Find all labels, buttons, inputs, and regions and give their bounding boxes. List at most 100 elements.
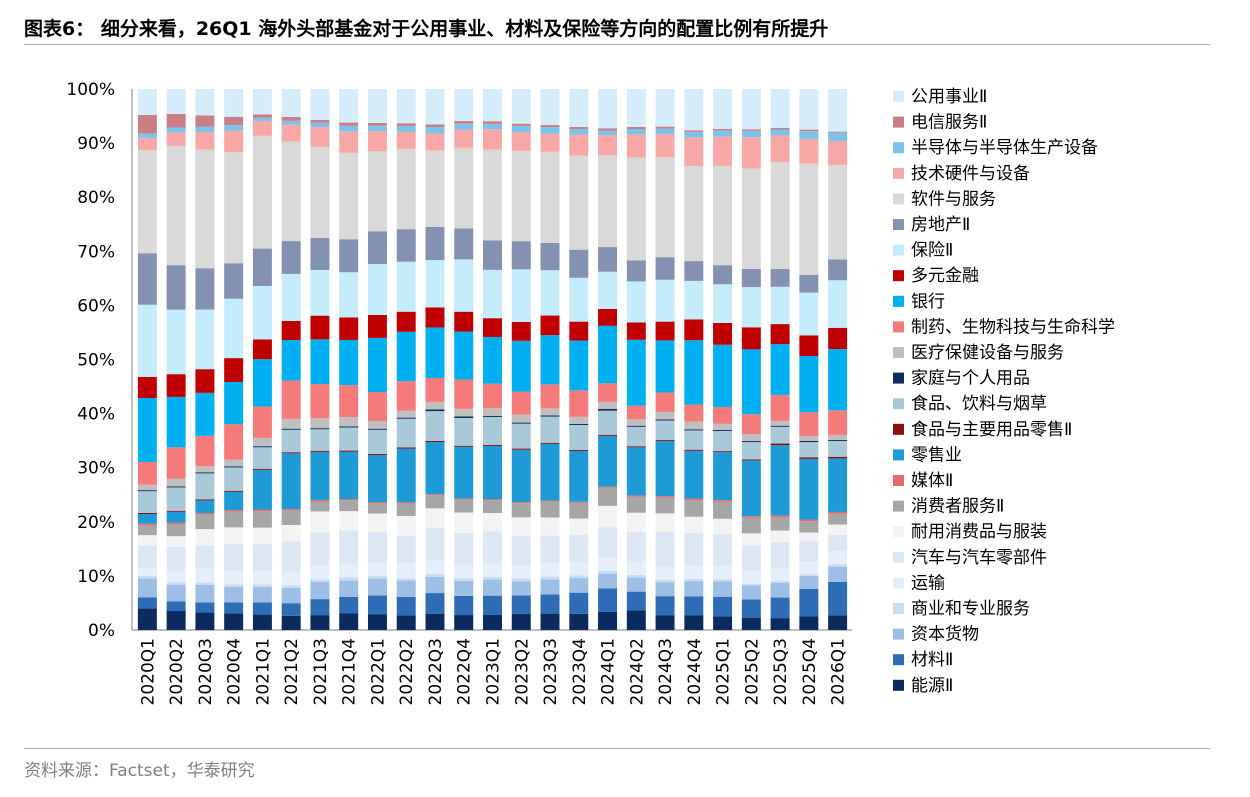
- bar-segment: [713, 451, 733, 453]
- bar-segment: [396, 448, 416, 503]
- bar-segment: [713, 429, 733, 431]
- bar-segment: [511, 422, 531, 424]
- legend-swatch: [893, 219, 904, 230]
- bar-segment: [281, 120, 301, 125]
- bar-segment: [540, 500, 560, 502]
- bar-segment: [483, 415, 502, 417]
- bar-segment: [367, 578, 387, 596]
- bar-segment: [425, 508, 445, 528]
- bar-segment: [655, 321, 675, 341]
- bar-segment: [425, 127, 445, 134]
- bar-segment: [799, 575, 819, 589]
- x-tick-label: 2021Q2: [282, 638, 302, 705]
- bar-segment: [137, 545, 157, 568]
- bar-segment: [799, 521, 819, 533]
- bar-segment: [166, 309, 186, 375]
- legend-label: 保险Ⅱ: [911, 241, 953, 261]
- legend-swatch: [893, 449, 904, 461]
- bar-segment: [166, 547, 186, 572]
- bar-segment: [799, 616, 819, 630]
- bar-segment: [569, 534, 589, 562]
- legend-swatch: [893, 347, 904, 358]
- bar-segment: [770, 582, 790, 598]
- bar-segment: [454, 123, 474, 130]
- bar-segment: [828, 511, 848, 514]
- bar-segment: [569, 592, 589, 614]
- bar-segment: [511, 423, 531, 449]
- bar-segment: [799, 89, 819, 130]
- source-divider: [24, 748, 1210, 749]
- stacked-bar-chart: 0% 10% 20% 30% 40% 50% 60% 70% 80% 90% 100% 2020Q1…: [66, 80, 1115, 705]
- bar-segment: [741, 570, 761, 584]
- bar-segment: [281, 89, 301, 117]
- bar-segment: [483, 416, 502, 445]
- bar-segment: [741, 434, 761, 442]
- bar-segment: [166, 113, 186, 128]
- bar-segment: [569, 390, 589, 417]
- bar-segment: [483, 383, 502, 409]
- bar-segment: [799, 335, 819, 356]
- bar-segment: [367, 314, 387, 338]
- bar-segment: [281, 571, 301, 586]
- bar-segment: [828, 132, 848, 141]
- bar-segment: [799, 131, 819, 139]
- bar-segment: [166, 486, 186, 488]
- bar-segment: [655, 257, 675, 280]
- bar-segment: [799, 574, 819, 576]
- bar-segment: [454, 532, 474, 565]
- x-tick-label: 2025Q4: [800, 638, 820, 705]
- bar-segment: [511, 502, 531, 504]
- bar-segment: [367, 151, 387, 232]
- bar-segment: [511, 535, 531, 566]
- bar-segment: [396, 503, 416, 516]
- bar-segment: [483, 576, 502, 580]
- legend-label: 半导体与半导体生产设备: [911, 138, 1098, 158]
- bar-segment: [252, 339, 272, 360]
- x-tick-label: 2025Q2: [742, 638, 762, 705]
- bar-segment: [511, 391, 531, 415]
- bar-segment: [396, 123, 416, 126]
- bar-segment: [281, 509, 301, 511]
- legend-swatch: [893, 551, 904, 563]
- x-tick-label: 2025Q3: [771, 638, 791, 705]
- bar-segment: [799, 519, 819, 522]
- bar-segment: [137, 608, 157, 630]
- bar-segment: [367, 429, 387, 454]
- bar-segment: [252, 135, 272, 249]
- bar-segment: [540, 315, 560, 336]
- bar-segment: [454, 129, 474, 148]
- bar-segment: [569, 340, 589, 391]
- bar-segment: [367, 264, 387, 315]
- bar-segment: [540, 415, 560, 417]
- bar-segment: [655, 439, 675, 441]
- bar-segment: [828, 434, 848, 440]
- bar-segment: [569, 450, 589, 502]
- bar-segment: [655, 496, 675, 498]
- bar-segment: [713, 284, 733, 323]
- bar-segment: [195, 612, 215, 630]
- y-tick-label: 70%: [77, 242, 115, 262]
- bar-segment: [195, 500, 215, 514]
- bar-segment: [195, 472, 215, 474]
- bar-segment: [166, 611, 186, 630]
- x-tick-label: 2022Q1: [368, 638, 388, 705]
- bar-segment: [166, 582, 186, 586]
- bar-segment: [281, 380, 301, 419]
- x-tick-label: 2020Q2: [167, 638, 187, 705]
- legend-label: 软件与服务: [911, 189, 996, 209]
- bar-segment: [367, 532, 387, 563]
- bar-segment: [195, 499, 215, 501]
- bar-segment: [224, 125, 244, 131]
- title-divider: [24, 44, 1210, 45]
- bar-segment: [540, 535, 560, 563]
- bar-segment: [224, 381, 244, 425]
- bar-segment: [396, 131, 416, 149]
- bar-segment: [396, 148, 416, 230]
- bar-segment: [281, 541, 301, 572]
- bar-segment: [224, 510, 244, 512]
- bar-segment: [367, 562, 387, 576]
- bar-segment: [166, 536, 186, 548]
- bar-segment: [454, 615, 474, 630]
- bar-segment: [252, 248, 272, 287]
- bar-segment: [252, 602, 272, 615]
